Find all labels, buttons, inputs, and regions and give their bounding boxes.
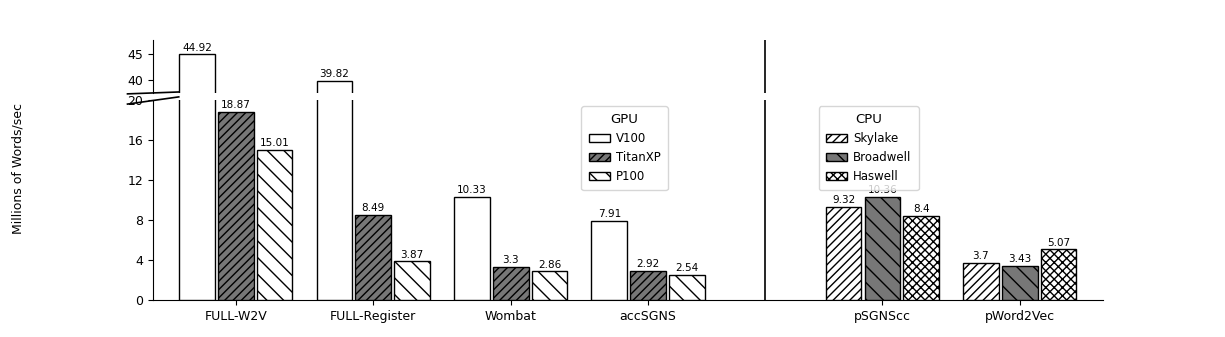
Bar xyxy=(394,270,430,290)
Bar xyxy=(394,261,430,300)
Text: 7.91: 7.91 xyxy=(598,209,621,219)
Text: 10.36: 10.36 xyxy=(867,185,897,195)
Bar xyxy=(179,0,214,300)
Bar xyxy=(826,207,861,300)
Text: 10.33: 10.33 xyxy=(457,185,486,195)
Bar xyxy=(826,241,861,290)
Bar xyxy=(963,270,998,290)
Bar xyxy=(317,81,353,290)
Bar xyxy=(492,272,528,290)
Text: 3.87: 3.87 xyxy=(401,249,424,259)
Bar xyxy=(669,276,704,290)
Bar xyxy=(865,196,900,300)
Bar xyxy=(257,211,293,290)
Bar xyxy=(963,263,998,300)
Bar xyxy=(903,246,938,290)
Bar xyxy=(179,54,214,290)
Text: 2.54: 2.54 xyxy=(675,263,698,273)
Text: 39.82: 39.82 xyxy=(320,69,349,80)
Bar xyxy=(592,221,627,300)
Bar xyxy=(532,271,567,300)
Text: 44.92: 44.92 xyxy=(183,43,212,53)
Bar xyxy=(630,274,666,290)
Text: 8.4: 8.4 xyxy=(913,204,930,214)
Bar xyxy=(1041,263,1077,290)
Text: 9.32: 9.32 xyxy=(832,195,855,205)
Text: 2.86: 2.86 xyxy=(538,259,561,270)
Legend: Skylake, Broadwell, Haswell: Skylake, Broadwell, Haswell xyxy=(818,106,919,190)
Bar xyxy=(630,271,666,300)
Bar xyxy=(532,275,567,290)
Text: 5.07: 5.07 xyxy=(1047,238,1069,248)
Text: Millions of Words/sec: Millions of Words/sec xyxy=(12,103,24,234)
Text: 8.49: 8.49 xyxy=(361,204,385,213)
Text: 3.3: 3.3 xyxy=(502,255,519,265)
Bar xyxy=(1041,249,1077,300)
Bar xyxy=(257,150,293,300)
Text: 15.01: 15.01 xyxy=(260,139,289,149)
Text: 3.7: 3.7 xyxy=(973,251,990,261)
Bar xyxy=(592,248,627,290)
Bar xyxy=(218,112,254,300)
Bar xyxy=(669,275,704,300)
Bar xyxy=(218,191,254,290)
Bar xyxy=(865,235,900,290)
Bar xyxy=(355,215,391,300)
Text: 18.87: 18.87 xyxy=(220,100,251,110)
Bar xyxy=(454,236,490,290)
Bar xyxy=(1002,266,1038,300)
Bar xyxy=(317,0,353,300)
Bar xyxy=(1002,272,1038,290)
Bar xyxy=(903,216,938,300)
Bar xyxy=(454,197,490,300)
Bar xyxy=(355,245,391,290)
Text: 2.92: 2.92 xyxy=(637,259,660,269)
Bar xyxy=(492,267,528,300)
Text: 3.43: 3.43 xyxy=(1008,254,1031,264)
